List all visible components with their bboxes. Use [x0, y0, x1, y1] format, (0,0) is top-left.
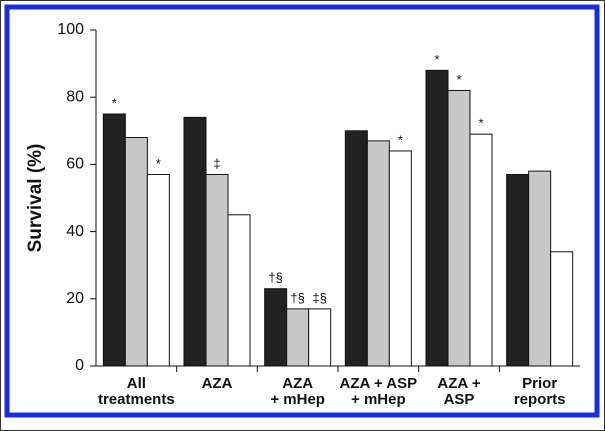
- y-tick-label: 0: [75, 357, 84, 374]
- bar-annotation: †§: [290, 290, 304, 305]
- bar: [183, 116, 207, 367]
- bar-annotation: *: [456, 72, 461, 87]
- bar-annotation: ‡: [213, 156, 220, 171]
- bar: [344, 130, 368, 367]
- x-tick-label: Prior: [522, 375, 557, 392]
- x-tick-label: AZA: [282, 375, 313, 392]
- bar: [146, 173, 170, 367]
- bar-annotation: *: [156, 156, 161, 171]
- bar: [286, 308, 310, 367]
- bar: [102, 113, 126, 367]
- y-tick-label: 20: [66, 290, 84, 307]
- x-tick-label: ASP: [444, 391, 475, 408]
- bar: [506, 173, 530, 367]
- bar: [528, 170, 552, 367]
- bar-annotation: *: [478, 116, 483, 131]
- bar: [264, 288, 288, 367]
- y-tick-label: 80: [66, 88, 84, 105]
- bar: [425, 69, 449, 367]
- x-tick-label: + mHep: [351, 391, 406, 408]
- y-tick-label: 40: [66, 223, 84, 240]
- blue-frame: [4, 4, 600, 418]
- bar-annotation: *: [398, 132, 403, 147]
- y-axis-label: Survival (%): [25, 144, 46, 253]
- y-tick-label: 100: [57, 21, 84, 38]
- bar: [469, 133, 493, 367]
- bar: [308, 308, 332, 367]
- bar-annotation: †§: [268, 270, 282, 285]
- bar: [388, 150, 412, 367]
- x-tick-label: AZA: [202, 375, 233, 392]
- bar-annotation: *: [434, 52, 439, 67]
- x-tick-label: treatments: [98, 391, 175, 408]
- bar: [447, 89, 471, 367]
- x-tick-label: AZA +: [437, 375, 480, 392]
- bar: [124, 137, 148, 367]
- x-tick-label: reports: [514, 391, 566, 408]
- bar-annotation: *: [112, 95, 117, 110]
- x-tick-label: All: [127, 375, 146, 392]
- x-tick-label: AZA + ASP: [340, 375, 418, 392]
- x-tick-label: + mHep: [270, 391, 325, 408]
- bar: [205, 173, 229, 367]
- bar-annotation: ‡§: [312, 290, 326, 305]
- y-tick-label: 60: [66, 156, 84, 173]
- bar: [550, 251, 574, 367]
- bar: [227, 214, 251, 367]
- bar: [366, 140, 390, 367]
